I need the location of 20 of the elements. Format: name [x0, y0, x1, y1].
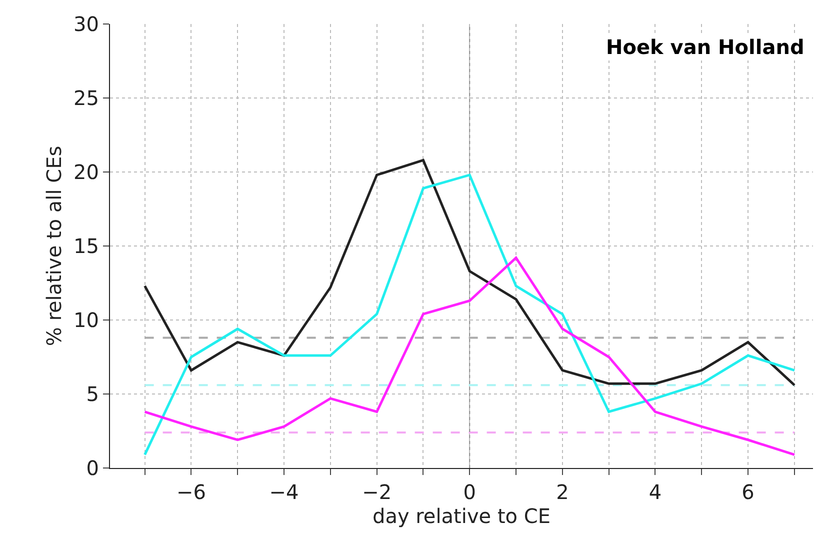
y-tick-label: 0	[86, 456, 99, 480]
x-tick-label: 0	[463, 480, 476, 504]
x-tick-label: −2	[362, 480, 392, 504]
y-tick-label: 30	[74, 12, 99, 36]
y-tick-label: 10	[74, 308, 99, 332]
y-tick-label: 15	[74, 234, 99, 258]
y-tick-label: 20	[74, 160, 99, 184]
y-tick-label: 25	[74, 86, 99, 110]
x-tick-label: 4	[648, 480, 662, 504]
y-axis-title: % relative to all CEs	[42, 146, 66, 346]
x-tick-label: 6	[742, 480, 754, 504]
y-tick-label: 5	[86, 382, 99, 406]
annotation: Hoek van Holland	[606, 35, 804, 59]
line-series	[144, 174, 796, 456]
x-tick-label: 2	[556, 480, 569, 504]
x-tick-label: −6	[176, 480, 206, 504]
x-axis-title: day relative to CE	[372, 504, 550, 528]
x-tick-label: −4	[269, 480, 299, 504]
line-series	[144, 158, 796, 386]
line-series	[144, 256, 796, 456]
